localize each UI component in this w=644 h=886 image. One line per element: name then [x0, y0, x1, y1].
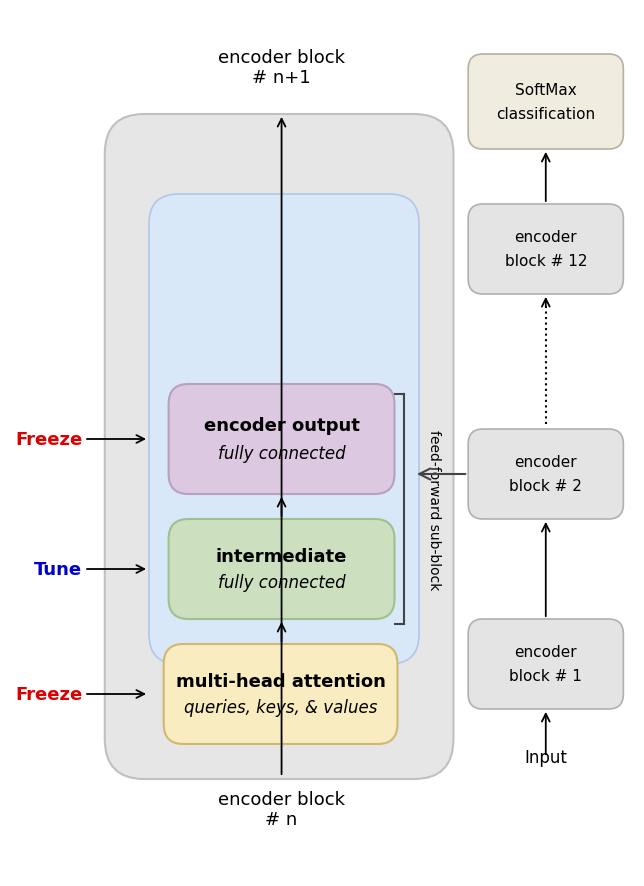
Text: SoftMax: SoftMax [515, 83, 576, 97]
Text: feed-forward sub-block: feed-forward sub-block [427, 430, 440, 589]
FancyBboxPatch shape [169, 385, 395, 494]
Text: encoder block
# n+1: encoder block # n+1 [218, 49, 345, 88]
FancyBboxPatch shape [468, 55, 623, 150]
FancyBboxPatch shape [149, 195, 419, 664]
Text: intermediate: intermediate [216, 548, 347, 565]
Text: queries, keys, & values: queries, keys, & values [184, 698, 377, 716]
Text: fully connected: fully connected [218, 573, 345, 591]
Text: encoder: encoder [515, 230, 577, 245]
FancyBboxPatch shape [468, 205, 623, 295]
FancyBboxPatch shape [169, 519, 395, 619]
Text: Tune: Tune [34, 560, 82, 579]
Text: Freeze: Freeze [15, 685, 82, 703]
Text: encoder block
# n: encoder block # n [218, 789, 345, 828]
Text: block # 2: block # 2 [509, 479, 582, 494]
Text: fully connected: fully connected [218, 445, 345, 462]
Text: block # 1: block # 1 [509, 669, 582, 684]
Text: encoder: encoder [515, 645, 577, 660]
Text: encoder output: encoder output [204, 416, 359, 434]
Text: multi-head attention: multi-head attention [176, 672, 386, 690]
Text: Freeze: Freeze [15, 431, 82, 448]
FancyBboxPatch shape [468, 430, 623, 519]
Text: Input: Input [524, 748, 567, 766]
Text: classification: classification [497, 107, 595, 122]
FancyBboxPatch shape [105, 115, 453, 779]
Text: block # 12: block # 12 [504, 254, 587, 269]
FancyBboxPatch shape [164, 644, 397, 744]
FancyBboxPatch shape [468, 619, 623, 709]
Text: encoder: encoder [515, 455, 577, 470]
